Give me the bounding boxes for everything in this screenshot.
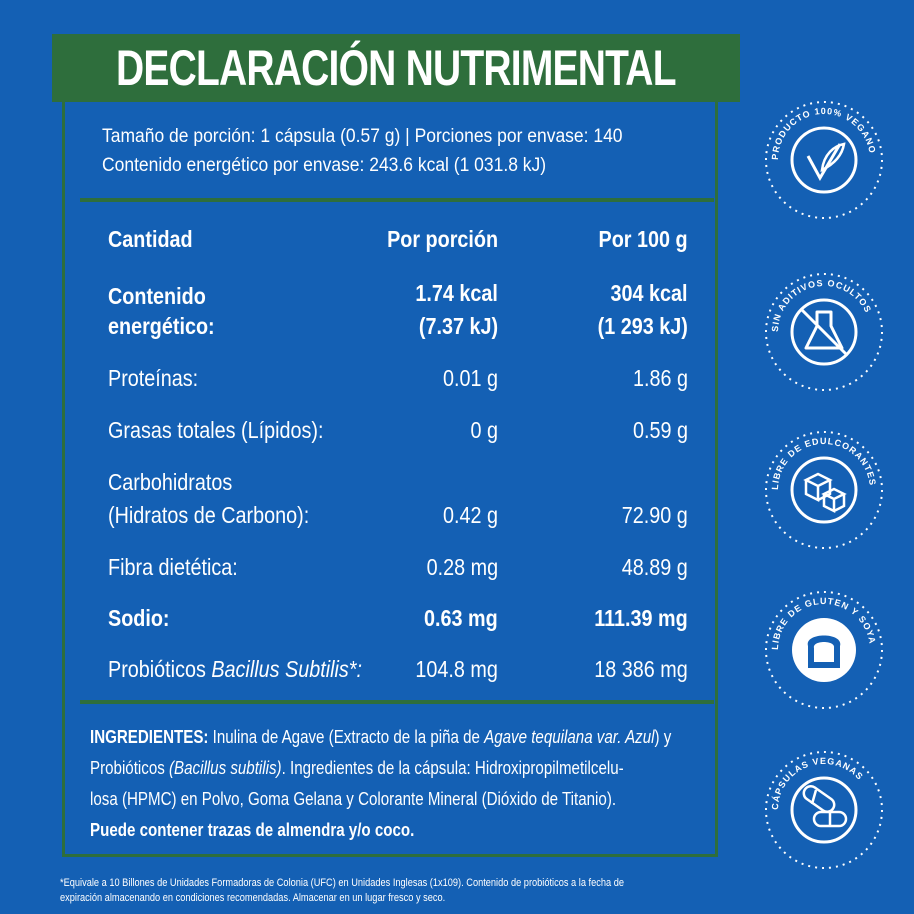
svg-text:CÁPSULAS VEGANAS: CÁPSULAS VEGANAS bbox=[770, 756, 865, 810]
footnote-line-2: expiración almacenando en condiciones re… bbox=[60, 892, 446, 904]
header-por-porcion: Por porción bbox=[387, 226, 498, 252]
row-per-100g: 1.86 g bbox=[633, 365, 688, 391]
bread-icon bbox=[807, 635, 841, 668]
badge-svg: CÁPSULAS VEGANAS bbox=[765, 751, 883, 869]
header-cantidad: Cantidad bbox=[108, 226, 193, 252]
row-per-100g: 18 386 mg bbox=[594, 656, 688, 682]
badge-svg: LIBRE DE GLUTEN Y SOYA bbox=[765, 591, 883, 709]
badge-text: CÁPSULAS VEGANAS bbox=[770, 756, 864, 810]
ingredients-text: ) y bbox=[654, 727, 672, 747]
row-per-serving: 0.63 mg bbox=[424, 605, 498, 631]
svg-text:PRODUCTO 100% VEGANO: PRODUCTO 100% VEGANO bbox=[770, 106, 878, 160]
row-per-serving: 0.01 g bbox=[443, 365, 498, 391]
row-name-italic: Bacillus Subtilis*: bbox=[211, 656, 362, 682]
ingredients-block: INGREDIENTES: Inulina de Agave (Extracto… bbox=[90, 722, 730, 846]
row-name: Carbohidratos bbox=[108, 469, 233, 495]
row-name-text: Probióticos bbox=[108, 656, 212, 682]
row-per-100g: 72.90 g bbox=[621, 502, 688, 528]
row-name-2: energético: bbox=[108, 313, 215, 339]
row-name: Probióticos Bacillus Subtilis*: bbox=[108, 654, 362, 684]
nutrition-panel bbox=[62, 102, 718, 857]
page-title: DECLARACIÓN NUTRIMENTAL bbox=[116, 40, 677, 96]
title-bar: DECLARACIÓN NUTRIMENTAL bbox=[52, 34, 740, 102]
row-name: Sodio: bbox=[108, 605, 170, 631]
header-por-100g: Por 100 g bbox=[598, 226, 688, 252]
row-per-100g: 0.59 g bbox=[633, 417, 688, 443]
separator-top bbox=[80, 198, 714, 202]
ingredients-italic: (Bacillus subtilis) bbox=[168, 758, 282, 778]
flask-crossed-icon bbox=[800, 308, 848, 356]
badge-text: PRODUCTO 100% VEGANO bbox=[770, 106, 877, 160]
badge-vegan-product: PRODUCTO 100% VEGANO bbox=[762, 98, 886, 222]
badge-no-additives: SIN ADITIVOS OCULTOS bbox=[762, 270, 886, 394]
row-name: Contenido bbox=[108, 283, 206, 309]
badge-svg: PRODUCTO 100% VEGANO bbox=[765, 101, 883, 219]
energy-per-package: Contenido energético por envase: 243.6 k… bbox=[102, 155, 547, 176]
row-per-serving: 1.74 kcal bbox=[415, 280, 498, 306]
sugar-cubes-icon bbox=[803, 472, 847, 514]
badge-svg: SIN ADITIVOS OCULTOS bbox=[765, 273, 883, 391]
serving-info: Tamaño de porción: 1 cápsula (0.57 g) | … bbox=[102, 126, 623, 147]
ingredients-line-2: Probióticos (Bacillus subtilis). Ingredi… bbox=[90, 753, 628, 784]
badge-no-sweeteners: LIBRE DE EDULCORANTES bbox=[762, 428, 886, 552]
footnote-line-1: *Equivale a 10 Billones de Unidades Form… bbox=[60, 877, 624, 889]
row-per-serving: 0.28 mg bbox=[426, 554, 498, 580]
row-per-serving: 0 g bbox=[470, 417, 498, 443]
badge-gluten-soy-free: LIBRE DE GLUTEN Y SOYA bbox=[762, 588, 886, 712]
row-name: Fibra dietética: bbox=[108, 554, 238, 580]
row-per-serving: 104.8 mg bbox=[415, 656, 498, 682]
row-name: Grasas totales (Lípidos): bbox=[108, 417, 324, 443]
ingredients-line-1: INGREDIENTES: Inulina de Agave (Extracto… bbox=[90, 722, 671, 753]
footnote: *Equivale a 10 Billones de Unidades Form… bbox=[60, 876, 780, 906]
ingredients-italic: Agave tequilana var. Azul bbox=[484, 727, 655, 747]
row-name-2: (Hidratos de Carbono): bbox=[108, 502, 310, 528]
row-per-serving-2: (7.37 kJ) bbox=[418, 313, 498, 339]
row-per-serving: 0.42 g bbox=[443, 502, 498, 528]
badge-vegan-capsules: CÁPSULAS VEGANAS bbox=[762, 748, 886, 872]
badge-svg: LIBRE DE EDULCORANTES bbox=[765, 431, 883, 549]
row-per-100g: 304 kcal bbox=[611, 280, 688, 306]
row-name: Proteínas: bbox=[108, 365, 199, 391]
leaf-check-icon bbox=[806, 142, 846, 182]
ingredients-text: . Ingredientes de la cápsula: Hidroxipro… bbox=[281, 758, 624, 778]
row-per-100g: 48.89 g bbox=[621, 554, 688, 580]
capsules-icon bbox=[802, 785, 848, 828]
row-per-100g-2: (1 293 kJ) bbox=[597, 313, 688, 339]
ingredients-text: Probióticos bbox=[90, 758, 169, 778]
ingredients-label: INGREDIENTES: bbox=[90, 727, 209, 747]
separator-bottom bbox=[80, 700, 714, 704]
row-per-100g: 111.39 mg bbox=[594, 605, 688, 631]
ingredients-line-3: losa (HPMC) en Polvo, Goma Gelana y Colo… bbox=[90, 789, 617, 809]
allergen-warning: Puede contener trazas de almendra y/o co… bbox=[90, 820, 415, 840]
ingredients-text: Inulina de Agave (Extracto de la piña de bbox=[208, 727, 485, 747]
